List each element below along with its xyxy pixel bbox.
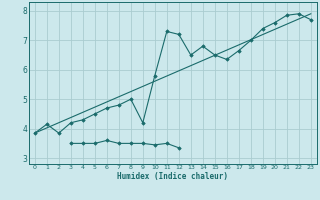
X-axis label: Humidex (Indice chaleur): Humidex (Indice chaleur): [117, 172, 228, 181]
